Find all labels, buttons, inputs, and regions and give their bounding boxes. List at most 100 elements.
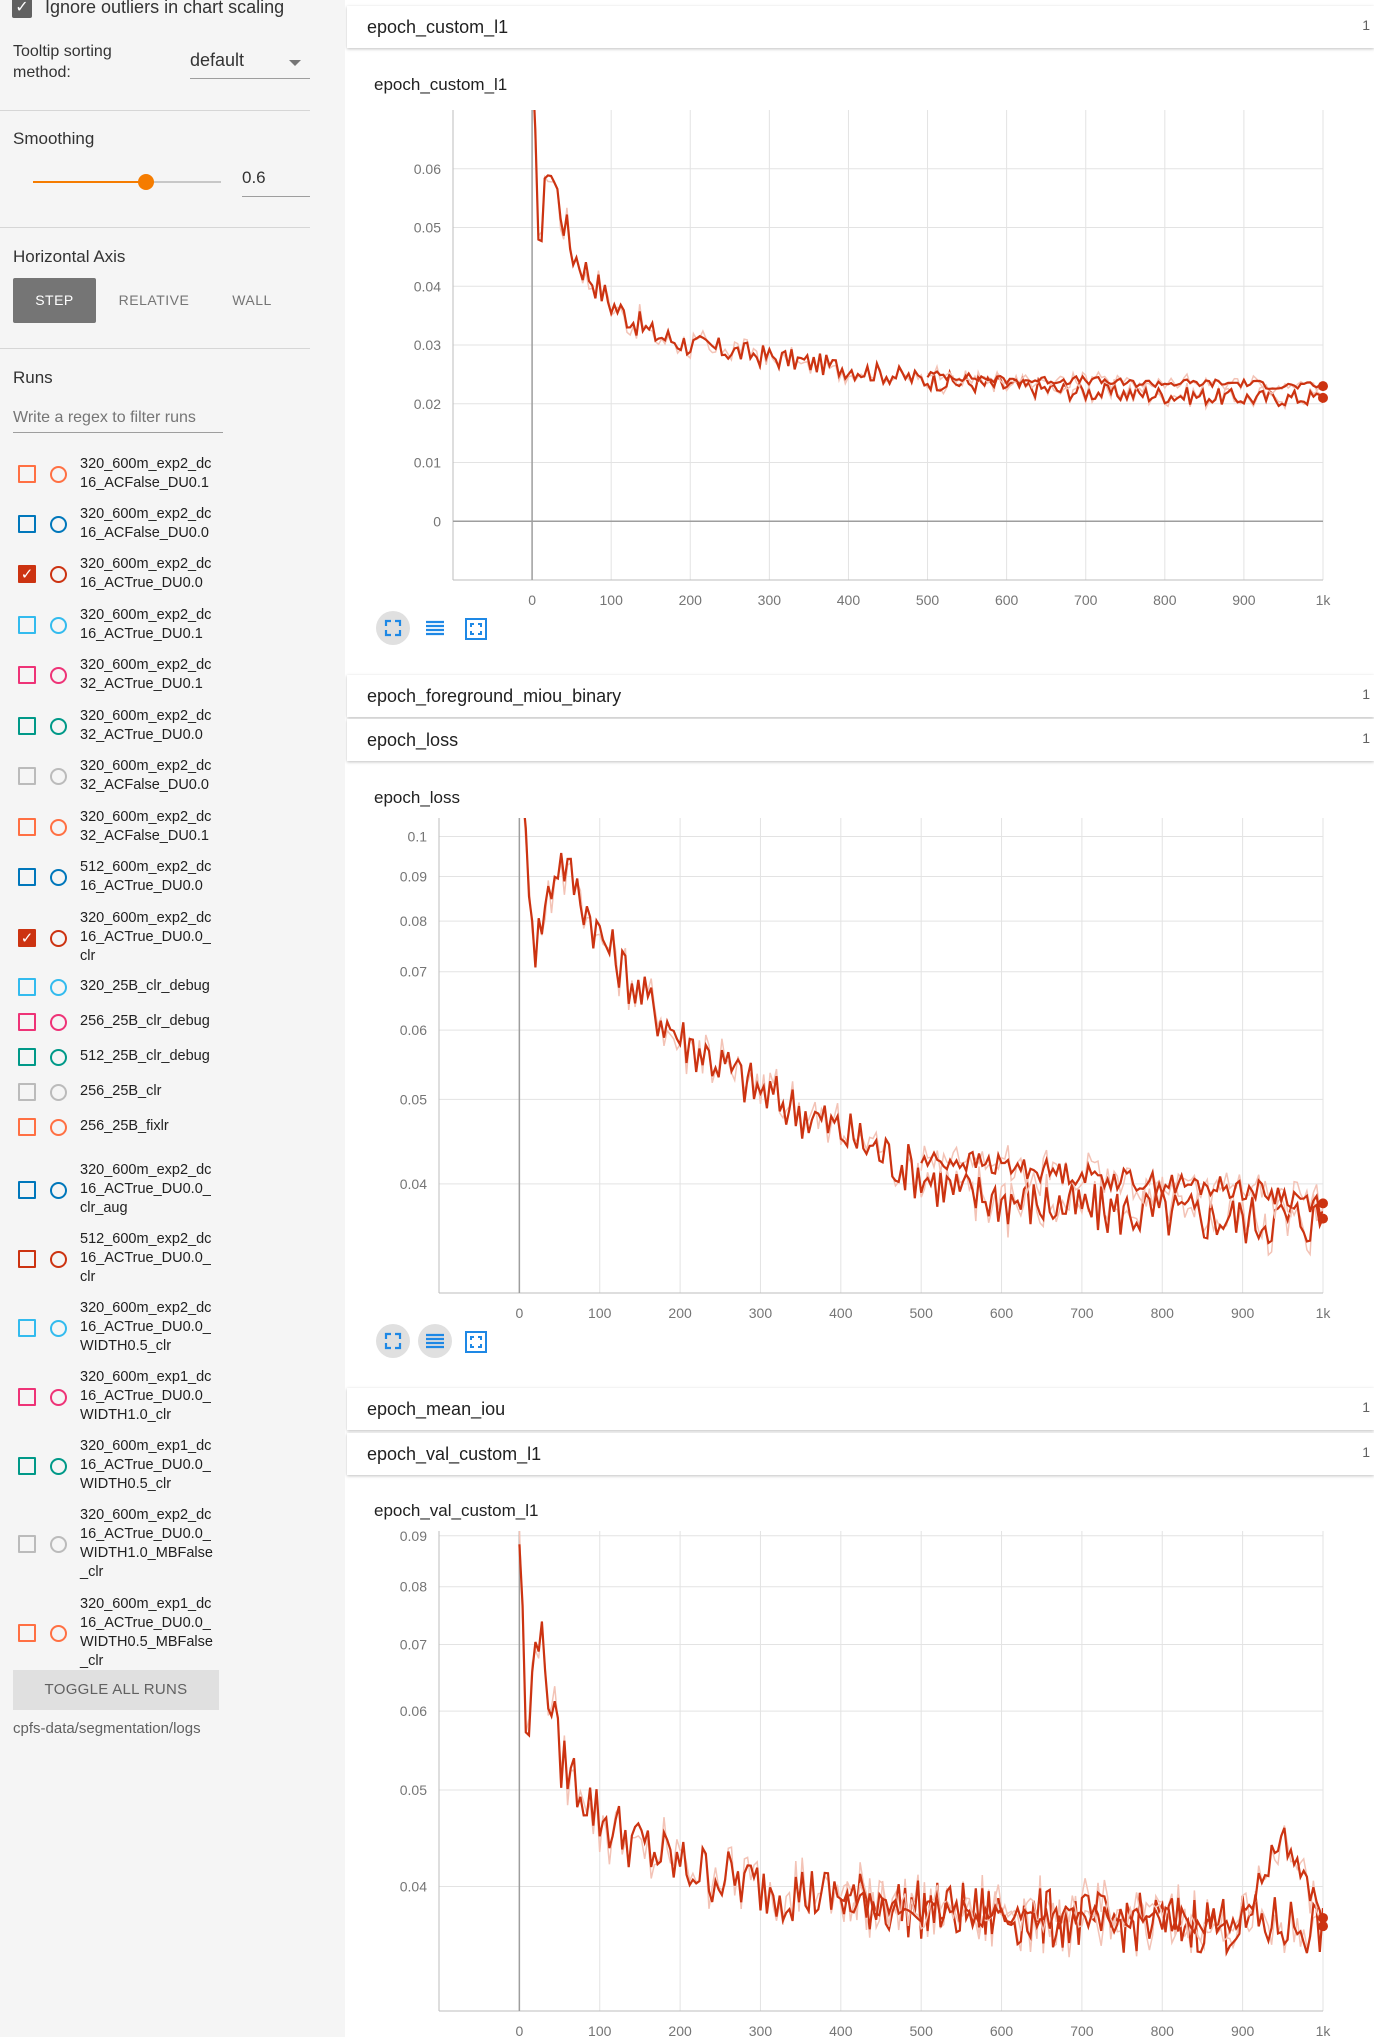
run-checkbox[interactable] (18, 868, 36, 886)
run-checkbox[interactable]: ✓ (18, 928, 36, 947)
smoothing-label: Smoothing (13, 129, 95, 148)
ignore-outliers-checkbox[interactable]: ✓ (12, 0, 32, 18)
run-color-icon[interactable] (50, 667, 67, 684)
run-checkbox[interactable]: ✓ (18, 565, 36, 583)
toggle-log-scale-button[interactable] (418, 1324, 452, 1358)
run-color-icon[interactable] (50, 978, 67, 996)
series-line (840, 1827, 1323, 1937)
run-checkbox[interactable] (18, 1456, 36, 1475)
run-name: 320_600m_exp2_dc 16_ACTrue_DU0.0_ clr (80, 910, 212, 964)
axis-relative-button[interactable]: RELATIVE (118, 292, 190, 308)
card-title: epoch_custom_l1 (367, 17, 509, 37)
series-line (533, 110, 1323, 408)
x-tick-label: 400 (837, 592, 861, 608)
smoothing-slider-fill (33, 181, 146, 183)
run-color-icon[interactable] (50, 566, 67, 583)
card-header-epoch-foreground-miou-binary[interactable]: epoch_foreground_miou_binary 1 (347, 675, 1374, 717)
run-checkbox[interactable] (18, 465, 36, 483)
run-color-icon[interactable] (50, 819, 67, 836)
run-checkbox[interactable] (18, 1318, 36, 1337)
y-tick-label: 0.03 (414, 337, 441, 353)
run-name: 512_25B_clr_debug (80, 1048, 210, 1064)
run-checkbox[interactable] (18, 1180, 36, 1199)
run-checkbox[interactable] (18, 1012, 36, 1031)
run-color-icon[interactable] (50, 617, 67, 634)
run-color-icon[interactable] (50, 768, 67, 785)
series-end-point (1318, 1921, 1328, 1932)
card-title: epoch_mean_iou (367, 1399, 506, 1419)
run-color-icon[interactable] (50, 1013, 67, 1031)
smoothing-slider-track[interactable] (33, 174, 221, 190)
run-color-icon[interactable] (50, 1625, 67, 1642)
card-title: epoch_loss (367, 730, 459, 750)
x-tick-label: 100 (588, 1305, 612, 1321)
run-checkbox[interactable] (18, 666, 36, 684)
series-end-point (1318, 1912, 1328, 1923)
run-checkbox[interactable] (18, 1249, 36, 1268)
run-color-icon[interactable] (50, 1181, 67, 1199)
run-color-icon[interactable] (50, 1250, 67, 1268)
y-tick-label: 0.04 (400, 1879, 427, 1895)
card-header-epoch-custom-l1[interactable]: epoch_custom_l1 1 (347, 6, 1374, 48)
run-checkbox[interactable] (18, 767, 36, 785)
card-header-epoch-val-custom-l1[interactable]: epoch_val_custom_l1 1 (347, 1433, 1374, 1475)
x-tick-label: 800 (1151, 1305, 1175, 1321)
fit-data-button[interactable] (458, 611, 492, 645)
divider (0, 348, 310, 349)
x-tick-label: 1k (1316, 592, 1332, 608)
x-tick-label: 300 (749, 2023, 773, 2037)
y-tick-label: 0.01 (414, 455, 441, 471)
run-color-icon[interactable] (50, 1083, 67, 1101)
run-checkbox[interactable] (18, 818, 36, 836)
card-header-epoch-loss[interactable]: epoch_loss 1 (347, 719, 1374, 761)
card-header-epoch-mean-iou[interactable]: epoch_mean_iou 1 (347, 1388, 1374, 1430)
fit-domain-button[interactable] (376, 1324, 410, 1358)
run-color-icon[interactable] (50, 1536, 67, 1553)
run-name: 512_600m_exp2_dc 16_ACTrue_DU0.0_ clr (80, 1231, 212, 1285)
y-tick-label: 0.04 (400, 1176, 427, 1192)
axis-wall-button[interactable]: WALL (232, 292, 272, 308)
toggle-all-runs-button[interactable]: TOGGLE ALL RUNS (13, 1670, 219, 1710)
run-checkbox[interactable] (18, 977, 36, 996)
run-color-icon[interactable] (50, 1457, 67, 1475)
series-raw-line (840, 1825, 1323, 1946)
smoothing-slider-handle[interactable] (137, 174, 154, 190)
run-color-icon[interactable] (50, 466, 67, 483)
run-checkbox[interactable] (18, 1082, 36, 1101)
run-checkbox[interactable] (18, 1624, 36, 1642)
run-checkbox[interactable] (18, 616, 36, 634)
run-color-icon[interactable] (50, 869, 67, 886)
chart-epoch-val-custom-l1[interactable]: 0 100 200 300 400 500 600 700 800 900 1k 0.09 0.08 0.… (345, 1523, 1374, 2037)
fit-to-data-icon (465, 1331, 487, 1353)
y-tick-label: 0.1 (408, 828, 428, 844)
chart-epoch-loss[interactable]: 0 100 200 300 400 500 600 700 800 900 1k 0.1 0.09 0.0… (345, 810, 1374, 1328)
fit-data-button[interactable] (458, 1324, 492, 1358)
run-checkbox[interactable] (18, 717, 36, 735)
run-checkbox[interactable] (18, 1047, 36, 1066)
run-name: 320_600m_exp2_dc 16_ACTrue_DU0.0_ WIDTH0… (80, 1300, 212, 1354)
smoothing-value: 0.6 (242, 168, 266, 187)
smoothing-input[interactable]: 0.6 (242, 168, 310, 197)
run-checkbox[interactable] (18, 515, 36, 533)
run-color-icon[interactable] (50, 929, 67, 947)
run-name: 320_25B_clr_debug (80, 978, 210, 994)
run-checkbox[interactable] (18, 1535, 36, 1553)
run-checkbox[interactable] (18, 1387, 36, 1406)
run-name: 320_600m_exp2_dc 32_ACTrue_DU0.0 (80, 708, 212, 743)
run-color-icon[interactable] (50, 1319, 67, 1337)
run-color-icon[interactable] (50, 516, 67, 533)
toggle-log-scale-button[interactable] (418, 611, 452, 645)
run-color-icon[interactable] (50, 1118, 67, 1136)
y-tick-label: 0.04 (414, 278, 441, 294)
runs-filter-input[interactable] (13, 404, 223, 433)
tooltip-sorting-select[interactable]: default (190, 50, 310, 79)
chart-epoch-custom-l1[interactable]: 0 100 200 300 400 500 600 700 800 900 1k 0.06 0.05 0.… (345, 95, 1374, 615)
axis-step-button[interactable]: STEP (13, 278, 96, 323)
run-color-icon[interactable] (50, 1388, 67, 1406)
fit-domain-button[interactable] (376, 611, 410, 645)
run-checkbox[interactable] (18, 1117, 36, 1136)
run-color-icon[interactable] (50, 718, 67, 735)
run-color-icon[interactable] (50, 1048, 67, 1066)
card-count: 1 (1362, 1444, 1370, 1460)
x-tick-label: 300 (749, 1305, 773, 1321)
